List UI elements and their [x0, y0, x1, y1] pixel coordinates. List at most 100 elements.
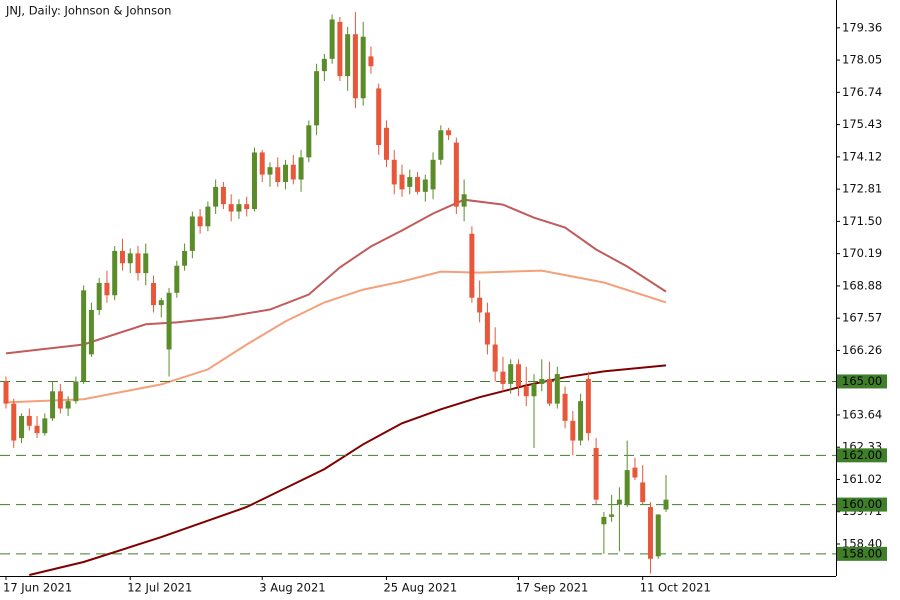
y-tick-label: 179.36 — [842, 20, 882, 34]
y-tick-label: 161.02 — [842, 472, 882, 486]
candle-body — [477, 297, 483, 313]
candle-body — [337, 21, 343, 77]
candle-body — [174, 265, 180, 293]
candle-body — [578, 401, 584, 441]
y-tick-label: 178.05 — [842, 53, 882, 67]
candle-body — [57, 391, 63, 409]
candle-body — [446, 130, 452, 136]
x-tick-label: 17 Sep 2021 — [515, 581, 588, 595]
level-label: 162.00 — [842, 448, 882, 462]
candle-body — [135, 253, 141, 274]
candle-body — [220, 186, 226, 205]
candle-body — [251, 152, 257, 210]
candle-body — [422, 179, 428, 192]
candle-body — [182, 250, 188, 266]
y-tick-label: 171.50 — [842, 214, 882, 228]
candle-body — [259, 152, 265, 175]
candle-body — [407, 177, 413, 187]
candle-body — [399, 174, 405, 190]
candle-body — [515, 364, 521, 387]
candle-body — [508, 364, 514, 384]
moving-average — [5, 198, 667, 355]
level-label-box — [837, 374, 887, 389]
candle-body — [523, 386, 529, 397]
candle-body — [593, 447, 599, 500]
x-tick-label: 11 Oct 2021 — [640, 581, 711, 595]
candle-body — [360, 36, 366, 99]
level-label-box — [837, 448, 887, 463]
candle-body — [601, 516, 607, 525]
candle-body — [368, 56, 374, 67]
candle-body — [81, 290, 87, 382]
candle-body — [492, 344, 498, 372]
candle-body — [189, 216, 195, 251]
candle-body — [547, 378, 553, 404]
candle-body — [570, 420, 576, 441]
candle-body — [267, 167, 273, 175]
candle-body — [438, 130, 444, 160]
candle-body — [151, 282, 157, 306]
candle-body — [11, 403, 17, 441]
candle-body — [430, 159, 436, 190]
y-tick-label: 163.64 — [842, 407, 882, 421]
candle-body — [275, 167, 281, 182]
candle-body — [283, 164, 289, 182]
candle-body — [329, 19, 335, 59]
candle-body — [244, 204, 250, 210]
candle-body — [3, 381, 9, 404]
y-tick-label: 176.74 — [842, 85, 882, 99]
candle-body — [531, 383, 537, 397]
candle-body — [469, 233, 475, 298]
candle-body — [609, 514, 615, 517]
level-label-box — [837, 546, 887, 561]
x-tick-label: 25 Aug 2021 — [383, 581, 457, 595]
candle-body — [42, 418, 48, 434]
candle-body — [383, 127, 389, 160]
candle-body — [26, 415, 32, 426]
candle-body — [461, 194, 467, 207]
candle-body — [640, 482, 646, 503]
candle-body — [314, 71, 320, 126]
candle-body — [500, 371, 506, 384]
candle-body — [415, 177, 421, 192]
candle-body — [321, 58, 327, 72]
candle-body — [88, 310, 94, 355]
candle-body — [19, 415, 25, 439]
x-tick-label: 17 Jun 2021 — [3, 581, 72, 595]
candle-body — [391, 159, 397, 185]
candle-body — [352, 34, 358, 99]
chart-title: JNJ, Daily: Johnson & Johnson — [5, 4, 171, 18]
candle-body — [228, 204, 234, 212]
moving-average — [29, 364, 667, 576]
y-tick-label: 168.88 — [842, 278, 882, 292]
candle-body — [213, 186, 219, 207]
candle-body — [197, 216, 203, 227]
candle-body — [73, 381, 79, 402]
level-label-box — [837, 497, 887, 512]
candle-body — [96, 282, 102, 311]
plot-area — [0, 12, 836, 576]
candle-body — [562, 393, 568, 421]
candle-body — [104, 282, 110, 296]
candle-body — [585, 378, 591, 434]
candle-body — [624, 470, 630, 505]
y-tick-label: 167.57 — [842, 311, 882, 325]
y-tick-label: 174.12 — [842, 149, 882, 163]
candle-body — [119, 250, 125, 264]
candle-body — [205, 206, 211, 227]
y-tick-label: 172.81 — [842, 182, 882, 196]
candle-body — [50, 391, 56, 419]
candle-body — [143, 253, 149, 274]
candle-body — [34, 425, 40, 434]
candle-body — [236, 204, 242, 212]
candle-body — [127, 253, 133, 264]
candle-body — [539, 378, 545, 384]
candle-body — [453, 142, 459, 207]
candle-body — [484, 312, 490, 345]
candle-body — [345, 34, 351, 77]
candle-body — [298, 157, 304, 180]
level-label: 165.00 — [842, 374, 882, 388]
candle-body — [290, 164, 296, 180]
